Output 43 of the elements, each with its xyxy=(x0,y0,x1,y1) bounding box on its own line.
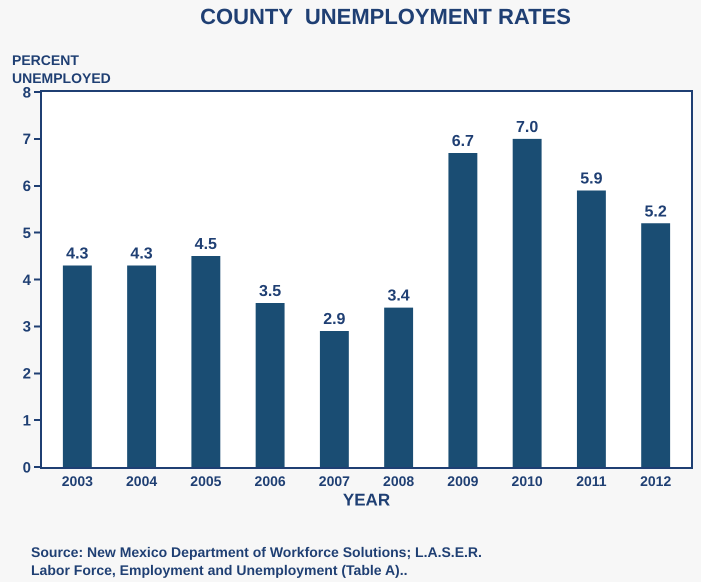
bar xyxy=(256,302,285,467)
y-tick-label: 6 xyxy=(22,178,31,195)
y-tick-label: 7 xyxy=(22,131,31,148)
bar xyxy=(576,190,606,467)
y-tick-label: 1 xyxy=(22,412,31,430)
bar xyxy=(62,265,92,467)
x-tick-label: 2009 xyxy=(447,472,479,489)
x-tick-label: 2011 xyxy=(576,472,607,489)
data-label: 5.2 xyxy=(644,203,667,220)
bar xyxy=(384,308,414,467)
chart-title: COUNTY UNEMPLOYMENT RATES xyxy=(200,4,571,30)
bar xyxy=(448,152,478,467)
bar xyxy=(320,331,349,467)
y-tick-label: 3 xyxy=(22,318,31,336)
data-label: 4.3 xyxy=(130,245,153,262)
y-tick-label: 4 xyxy=(22,272,32,289)
x-axis-title: YEAR xyxy=(342,490,390,510)
data-label: 4.5 xyxy=(194,236,218,254)
x-tick-label: 2005 xyxy=(190,472,222,489)
bar xyxy=(641,223,670,467)
bar xyxy=(191,256,220,467)
y-tick-label: 2 xyxy=(22,366,31,382)
data-label: 2.9 xyxy=(323,311,346,328)
y-tick-label: 5 xyxy=(22,224,31,242)
source-note: Source: New Mexico Department of Workforce Solutions; L.A.S.E.R. Labor Force, Employment and Unemployment (Table A).. xyxy=(31,544,482,578)
data-label: 3.5 xyxy=(258,282,282,300)
data-label: 7.0 xyxy=(516,118,538,136)
data-label: 6.7 xyxy=(452,132,474,150)
x-tick-label: 2012 xyxy=(640,472,672,489)
x-tick-label: 2007 xyxy=(318,472,350,489)
x-tick-label: 2003 xyxy=(62,472,94,489)
y-tick-label: 0 xyxy=(22,459,31,476)
x-tick-label: 2010 xyxy=(512,472,543,489)
y-axis-title: PERCENT UNEMPLOYED xyxy=(12,52,111,86)
y-tick-label: 8 xyxy=(22,84,31,102)
x-tick-label: 2006 xyxy=(254,472,286,489)
data-label: 5.9 xyxy=(580,170,603,188)
data-label: 4.3 xyxy=(66,245,89,262)
bar xyxy=(512,138,542,467)
x-tick-label: 2008 xyxy=(383,472,414,489)
data-label: 3.4 xyxy=(387,288,410,305)
x-tick-label: 2004 xyxy=(126,472,158,489)
bar xyxy=(127,265,156,467)
